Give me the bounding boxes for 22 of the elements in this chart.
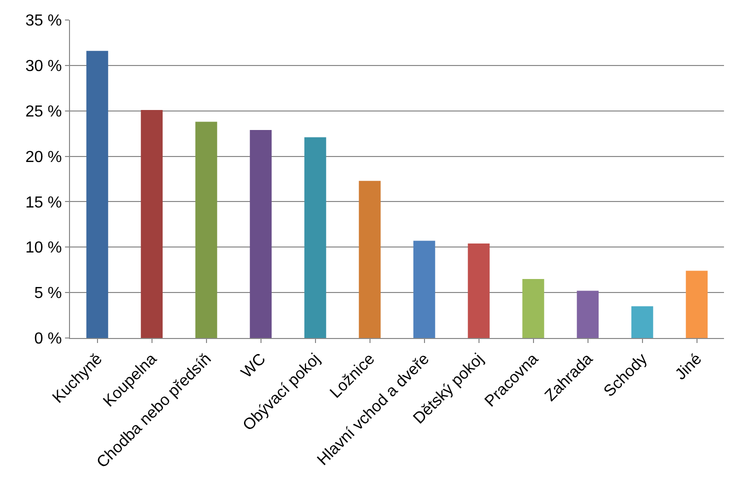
- bar: [413, 240, 436, 338]
- y-tick-label: 10 %: [25, 240, 62, 257]
- x-tick-label: WC: [238, 350, 270, 382]
- y-tick-label: 30 %: [25, 58, 62, 76]
- y-tick-label: 25 %: [25, 103, 62, 120]
- y-tick-label: 35 %: [25, 12, 62, 30]
- bar: [195, 122, 218, 338]
- x-tick-label: Jiné: [672, 350, 706, 384]
- y-tick-label: 20 %: [25, 148, 62, 166]
- y-tick-label: 0 %: [34, 330, 62, 348]
- y-tick-label: 15 %: [25, 194, 62, 212]
- bar: [140, 110, 163, 338]
- y-tick-label: 5 %: [34, 285, 62, 302]
- bar: [250, 130, 272, 338]
- bar: [522, 278, 544, 338]
- bar: [468, 244, 490, 338]
- bar: [631, 306, 654, 338]
- bar: [686, 270, 708, 338]
- bar: [86, 50, 108, 338]
- bar: [358, 180, 381, 338]
- bar: [576, 290, 599, 338]
- bar: [304, 137, 326, 338]
